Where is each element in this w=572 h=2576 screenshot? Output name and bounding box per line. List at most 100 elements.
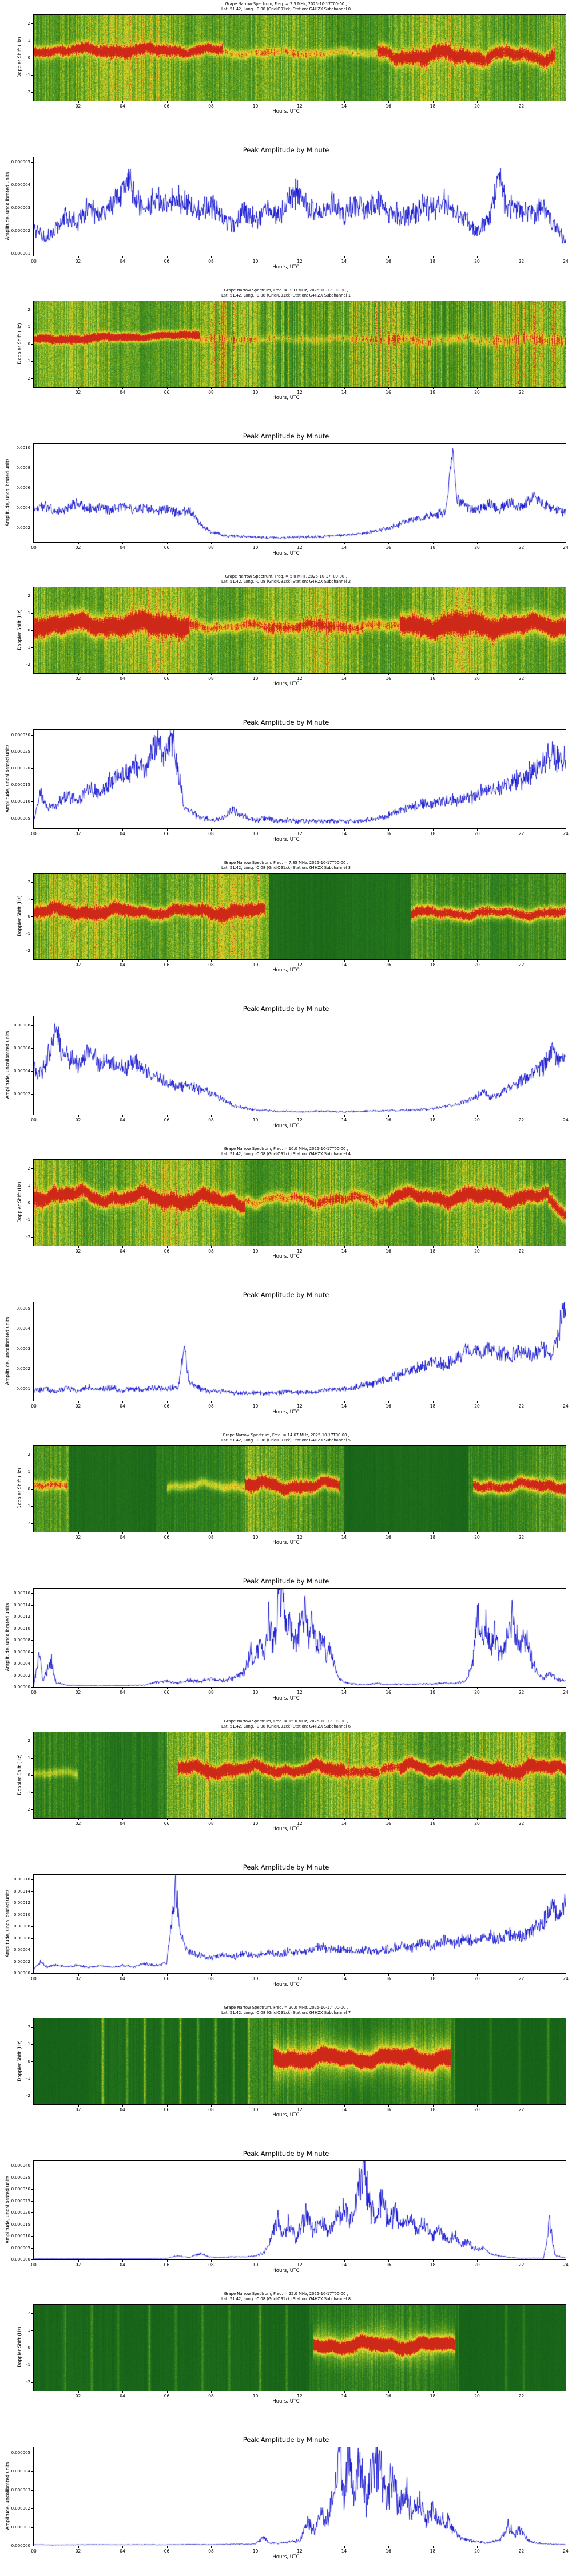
spectrogram-title: Grape Narrow Spectrum, Freq. = 20.0 MHz,…	[0, 2005, 572, 2015]
x-tick-label: 20	[474, 259, 480, 264]
x-tick-label: 06	[164, 1249, 170, 1254]
y-tick-label: 0.000040	[11, 2163, 30, 2168]
x-tick-label: 04	[120, 390, 125, 395]
x-tick-label: 14	[341, 1821, 347, 1826]
x-tick-label: 04	[120, 2262, 125, 2267]
x-tick-label: 14	[341, 831, 347, 836]
x-tick-label: 20	[474, 1249, 480, 1254]
hours-utc-axis-label: Hours, UTC	[272, 1123, 300, 1129]
x-tick-label: 22	[518, 1535, 525, 1540]
x-tick-mark	[432, 2260, 434, 2262]
x-tick-mark	[211, 2105, 212, 2107]
x-tick-mark	[166, 1401, 168, 1403]
y-tick-label: 1	[27, 897, 30, 902]
amplitude-canvas	[34, 1875, 566, 1973]
x-tick-label: 22	[518, 1117, 525, 1123]
x-tick-mark	[211, 960, 212, 962]
amplitude-figure: Peak Amplitude by Minute Amplitude, unca…	[0, 429, 572, 572]
x-tick-mark	[477, 1974, 478, 1976]
amplitude-axis-label: Amplitude, uncalibrated units	[5, 1030, 10, 1099]
y-tick-mark	[31, 75, 33, 76]
y-tick-label: -2	[26, 90, 30, 94]
spectrogram-title: Grape Narrow Spectrum, Freq. = 5.0 MHz, …	[0, 574, 572, 584]
spectrogram-plot-area	[33, 873, 566, 960]
spectrogram-title: Grape Narrow Spectrum, Freq. = 15.0 MHz,…	[0, 1719, 572, 1729]
y-tick-label: 0.00016	[14, 1591, 30, 1596]
x-tick-label: 16	[386, 962, 391, 967]
x-tick-mark	[388, 1401, 389, 1403]
spectrogram-title-line2: Lat. 51.42, Long. -0.08 (GridIO91xk) Sta…	[221, 2296, 351, 2301]
x-tick-label: 10	[252, 831, 259, 836]
x-tick-label: 18	[430, 831, 436, 836]
x-tick-mark	[211, 101, 212, 103]
spectrogram-canvas	[34, 15, 566, 101]
y-tick-label: 0	[27, 1773, 30, 1777]
x-tick-label: 10	[252, 2262, 259, 2267]
x-tick-label: 24	[563, 1117, 569, 1123]
spectrogram-plot-area	[33, 2304, 566, 2391]
amplitude-canvas	[34, 1589, 566, 1687]
x-tick-label: 16	[386, 676, 391, 681]
y-tick-label: 1	[27, 1469, 30, 1474]
spectrogram-canvas	[34, 2018, 566, 2104]
x-tick-label: 16	[386, 1404, 391, 1409]
x-tick-mark	[477, 1115, 478, 1117]
x-tick-mark	[211, 388, 212, 389]
y-tick-mark	[31, 2471, 33, 2472]
y-tick-label: 0.000025	[11, 749, 30, 754]
x-tick-mark	[166, 543, 168, 544]
x-tick-mark	[388, 2391, 389, 2393]
x-tick-mark	[344, 829, 345, 831]
y-tick-mark	[31, 1506, 33, 1507]
x-tick-label: 20	[474, 390, 480, 395]
x-tick-mark	[211, 1246, 212, 1248]
spectrogram-title-line2: Lat. 51.42, Long. -0.08 (GridIO91xk) Sta…	[221, 2010, 351, 2015]
x-tick-mark	[432, 1532, 434, 1534]
spectrogram-figure: Grape Narrow Spectrum, Freq. = 15.0 MHz,…	[0, 1717, 572, 1860]
amplitude-title: Peak Amplitude by Minute	[243, 1863, 329, 1871]
x-tick-label: 14	[341, 1976, 347, 1981]
x-tick-mark	[432, 1115, 434, 1117]
y-tick-mark	[31, 1973, 33, 1974]
y-tick-label: 0.000002	[11, 2506, 30, 2511]
x-tick-mark	[344, 960, 345, 962]
amplitude-plot-area	[33, 157, 566, 256]
x-tick-label: 12	[297, 676, 303, 681]
x-tick-mark	[388, 1974, 389, 1976]
y-tick-label: 0.00004	[14, 1947, 30, 1953]
y-tick-mark	[31, 734, 33, 736]
x-tick-label: 02	[75, 1117, 81, 1123]
y-tick-mark	[31, 1094, 33, 1095]
x-tick-label: 06	[164, 2393, 170, 2399]
x-tick-label: 08	[208, 831, 214, 836]
x-tick-label: 10	[252, 390, 259, 395]
hours-utc-axis-label: Hours, UTC	[272, 2112, 300, 2118]
x-tick-mark	[344, 1246, 345, 1248]
y-tick-mark	[31, 1593, 33, 1594]
x-tick-mark	[477, 2546, 478, 2548]
x-tick-mark	[78, 960, 79, 962]
amplitude-plot-area	[33, 2160, 566, 2260]
y-tick-label: 2	[27, 2025, 30, 2029]
y-tick-mark	[31, 1652, 33, 1653]
x-tick-mark	[166, 101, 168, 103]
x-tick-label: 08	[208, 1404, 214, 1409]
hours-utc-axis-label: Hours, UTC	[272, 395, 300, 401]
x-tick-label: 02	[75, 831, 81, 836]
x-tick-mark	[166, 388, 168, 389]
x-tick-label: 14	[341, 259, 347, 264]
y-tick-label: -2	[26, 1235, 30, 1239]
y-tick-mark	[31, 378, 33, 379]
x-tick-mark	[78, 674, 79, 675]
x-tick-mark	[78, 543, 79, 544]
spectrogram-canvas	[34, 301, 566, 387]
x-tick-label: 02	[75, 390, 81, 395]
x-tick-label: 06	[164, 676, 170, 681]
y-tick-mark	[31, 630, 33, 631]
y-tick-label: 0.0004	[16, 505, 31, 511]
amplitude-canvas	[34, 1016, 566, 1115]
y-tick-label: 1	[27, 1183, 30, 1188]
x-tick-label: 12	[297, 831, 303, 836]
x-tick-mark	[122, 829, 123, 831]
x-tick-label: 14	[341, 2262, 347, 2267]
